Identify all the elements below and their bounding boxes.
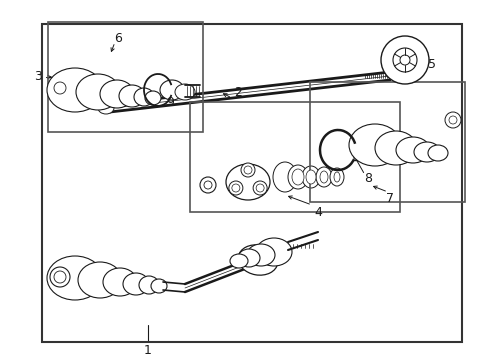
Circle shape — [50, 267, 70, 287]
Ellipse shape — [256, 238, 291, 266]
Ellipse shape — [329, 168, 343, 186]
Ellipse shape — [151, 279, 167, 293]
Ellipse shape — [287, 165, 307, 189]
Circle shape — [380, 36, 428, 84]
Ellipse shape — [175, 84, 195, 100]
Ellipse shape — [427, 145, 447, 161]
Text: 3: 3 — [34, 71, 42, 84]
Circle shape — [448, 116, 456, 124]
Circle shape — [444, 112, 460, 128]
Ellipse shape — [333, 172, 339, 182]
Circle shape — [228, 181, 243, 195]
Ellipse shape — [272, 162, 296, 192]
Text: 2: 2 — [234, 85, 242, 99]
Ellipse shape — [139, 276, 159, 294]
Ellipse shape — [76, 74, 120, 110]
Ellipse shape — [395, 137, 429, 163]
Ellipse shape — [47, 68, 103, 112]
Text: 5: 5 — [427, 58, 435, 71]
Ellipse shape — [302, 166, 319, 188]
Ellipse shape — [319, 171, 327, 183]
Circle shape — [244, 166, 251, 174]
Text: 9: 9 — [166, 95, 174, 108]
Ellipse shape — [119, 85, 145, 107]
Circle shape — [399, 55, 409, 65]
Ellipse shape — [134, 88, 154, 106]
Ellipse shape — [348, 124, 400, 166]
Text: 8: 8 — [363, 171, 371, 184]
Ellipse shape — [238, 245, 277, 275]
Circle shape — [256, 184, 264, 192]
Ellipse shape — [78, 262, 122, 298]
Circle shape — [54, 82, 66, 94]
Circle shape — [54, 271, 66, 283]
Text: 4: 4 — [313, 206, 321, 219]
Bar — [42, 24, 461, 342]
Ellipse shape — [145, 91, 161, 105]
Circle shape — [200, 177, 216, 193]
Ellipse shape — [100, 80, 134, 108]
Ellipse shape — [374, 131, 416, 165]
Text: 6: 6 — [114, 31, 122, 45]
Ellipse shape — [238, 249, 260, 267]
Circle shape — [241, 163, 254, 177]
Ellipse shape — [246, 244, 274, 266]
Circle shape — [392, 48, 416, 72]
Ellipse shape — [103, 268, 137, 296]
Ellipse shape — [315, 167, 331, 187]
Ellipse shape — [47, 256, 103, 300]
Ellipse shape — [229, 254, 247, 268]
Ellipse shape — [225, 164, 269, 200]
Bar — [190, 102, 399, 212]
Ellipse shape — [305, 170, 315, 184]
Ellipse shape — [160, 80, 183, 100]
Bar — [48, 22, 203, 132]
Ellipse shape — [413, 142, 439, 162]
Ellipse shape — [291, 169, 304, 185]
Circle shape — [50, 78, 70, 98]
Ellipse shape — [123, 273, 149, 295]
Circle shape — [231, 184, 240, 192]
Circle shape — [253, 181, 266, 195]
Circle shape — [203, 181, 212, 189]
Text: 1: 1 — [144, 343, 152, 356]
Text: 7: 7 — [385, 192, 393, 204]
Ellipse shape — [98, 102, 114, 114]
Bar — [309, 82, 464, 202]
